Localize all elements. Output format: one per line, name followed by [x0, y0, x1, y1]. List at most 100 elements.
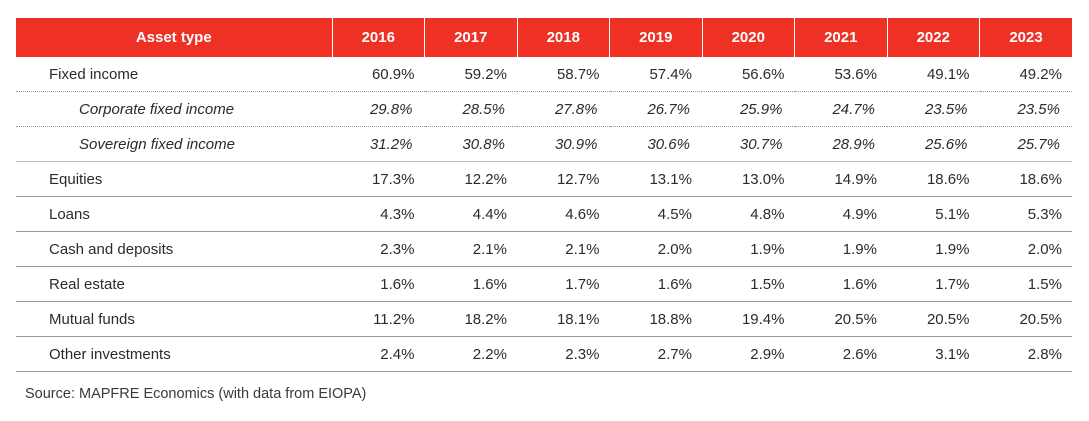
table-row: Loans 4.3% 4.4% 4.6% 4.5% 4.8% 4.9% 5.1% 5.3% [16, 196, 1072, 232]
row-value: 2.7% [609, 336, 702, 372]
row-value: 1.7% [517, 266, 610, 302]
row-value: 2.1% [517, 231, 610, 267]
row-value: 2.0% [979, 231, 1072, 267]
table-row: Sovereign fixed income 31.2% 30.8% 30.9% 30.… [16, 126, 1072, 162]
row-value: 25.7% [979, 126, 1072, 162]
row-value: 4.3% [332, 196, 425, 232]
row-label: Mutual funds [16, 301, 332, 337]
row-value: 25.6% [887, 126, 980, 162]
row-value: 28.9% [794, 126, 887, 162]
header-year: 2016 [332, 18, 425, 57]
header-year: 2018 [517, 18, 610, 57]
row-value: 14.9% [794, 161, 887, 197]
row-value: 4.5% [609, 196, 702, 232]
row-value: 30.7% [702, 126, 795, 162]
row-value: 1.9% [702, 231, 795, 267]
row-value: 1.6% [332, 266, 425, 302]
row-value: 3.1% [887, 336, 980, 372]
row-label: Sovereign fixed income [16, 126, 332, 162]
row-value: 30.8% [424, 126, 517, 162]
row-value: 1.6% [794, 266, 887, 302]
row-value: 59.2% [424, 57, 517, 92]
row-value: 18.2% [424, 301, 517, 337]
row-value: 24.7% [794, 91, 887, 127]
row-value: 56.6% [702, 57, 795, 92]
row-value: 2.9% [702, 336, 795, 372]
row-value: 18.6% [979, 161, 1072, 197]
row-value: 13.0% [702, 161, 795, 197]
header-asset-type: Asset type [16, 18, 333, 57]
header-year: 2019 [609, 18, 703, 57]
row-value: 23.5% [887, 91, 980, 127]
asset-allocation-table: Asset type 2016 2017 2018 2019 2020 2021… [16, 18, 1072, 372]
row-value: 49.2% [979, 57, 1072, 92]
row-value: 4.9% [794, 196, 887, 232]
table-row: Other investments 2.4% 2.2% 2.3% 2.7% 2.9% 2.6… [16, 336, 1072, 372]
row-value: 2.2% [424, 336, 517, 372]
row-value: 5.1% [887, 196, 980, 232]
row-value: 5.3% [979, 196, 1072, 232]
table-row: Mutual funds 11.2% 18.2% 18.1% 18.8% 19.4% 20.… [16, 301, 1072, 337]
row-value: 18.6% [887, 161, 980, 197]
row-label: Cash and deposits [16, 231, 332, 267]
table-row: Corporate fixed income 29.8% 28.5% 27.8% 26.… [16, 91, 1072, 127]
row-value: 11.2% [332, 301, 425, 337]
asset-allocation-table-container: Asset type 2016 2017 2018 2019 2020 2021… [16, 18, 1072, 372]
row-value: 2.4% [332, 336, 425, 372]
row-value: 13.1% [609, 161, 702, 197]
row-value: 1.6% [609, 266, 702, 302]
table-row: Real estate 1.6% 1.6% 1.7% 1.6% 1.5% 1.6% 1.7% 1… [16, 266, 1072, 302]
row-value: 20.5% [794, 301, 887, 337]
row-value: 2.8% [979, 336, 1072, 372]
row-value: 58.7% [517, 57, 610, 92]
row-value: 18.1% [517, 301, 610, 337]
row-value: 2.3% [517, 336, 610, 372]
row-value: 28.5% [424, 91, 517, 127]
row-value: 31.2% [332, 126, 425, 162]
header-year: 2023 [979, 18, 1072, 57]
row-value: 12.7% [517, 161, 610, 197]
row-value: 12.2% [424, 161, 517, 197]
row-value: 2.6% [794, 336, 887, 372]
header-year: 2020 [702, 18, 795, 57]
row-value: 26.7% [609, 91, 702, 127]
row-value: 49.1% [887, 57, 980, 92]
row-label: Equities [16, 161, 332, 197]
row-value: 57.4% [609, 57, 702, 92]
row-value: 17.3% [332, 161, 425, 197]
row-value: 20.5% [887, 301, 980, 337]
header-year: 2017 [424, 18, 518, 57]
row-value: 30.9% [517, 126, 610, 162]
row-label: Loans [16, 196, 332, 232]
row-label: Other investments [16, 336, 332, 372]
row-value: 2.1% [424, 231, 517, 267]
row-value: 1.6% [424, 266, 517, 302]
row-value: 1.5% [979, 266, 1072, 302]
row-value: 23.5% [979, 91, 1072, 127]
row-value: 4.6% [517, 196, 610, 232]
row-value: 60.9% [332, 57, 425, 92]
table-row: Equities 17.3% 12.2% 12.7% 13.1% 13.0% 14.9% 18… [16, 161, 1072, 197]
row-value: 4.8% [702, 196, 795, 232]
source-note: Source: MAPFRE Economics (with data from… [25, 386, 367, 402]
row-label: Real estate [16, 266, 332, 302]
row-value: 30.6% [609, 126, 702, 162]
row-value: 1.5% [702, 266, 795, 302]
row-value: 25.9% [702, 91, 795, 127]
row-value: 18.8% [609, 301, 702, 337]
row-value: 1.9% [794, 231, 887, 267]
table-row: Fixed income 60.9% 59.2% 58.7% 57.4% 56.6% 53.… [16, 57, 1072, 92]
row-value: 2.3% [332, 231, 425, 267]
row-label: Corporate fixed income [16, 91, 332, 127]
header-year: 2022 [887, 18, 980, 57]
header-row: Asset type 2016 2017 2018 2019 2020 2021… [16, 18, 1072, 57]
row-value: 29.8% [332, 91, 425, 127]
table-header: Asset type 2016 2017 2018 2019 2020 2021… [16, 18, 1072, 57]
table-body: Fixed income 60.9% 59.2% 58.7% 57.4% 56.6% 53.… [16, 57, 1072, 372]
header-year: 2021 [794, 18, 888, 57]
row-value: 27.8% [517, 91, 610, 127]
row-label: Fixed income [16, 57, 332, 92]
table-row: Cash and deposits 2.3% 2.1% 2.1% 2.0% 1.9% 1.9… [16, 231, 1072, 267]
row-value: 19.4% [702, 301, 795, 337]
row-value: 4.4% [424, 196, 517, 232]
